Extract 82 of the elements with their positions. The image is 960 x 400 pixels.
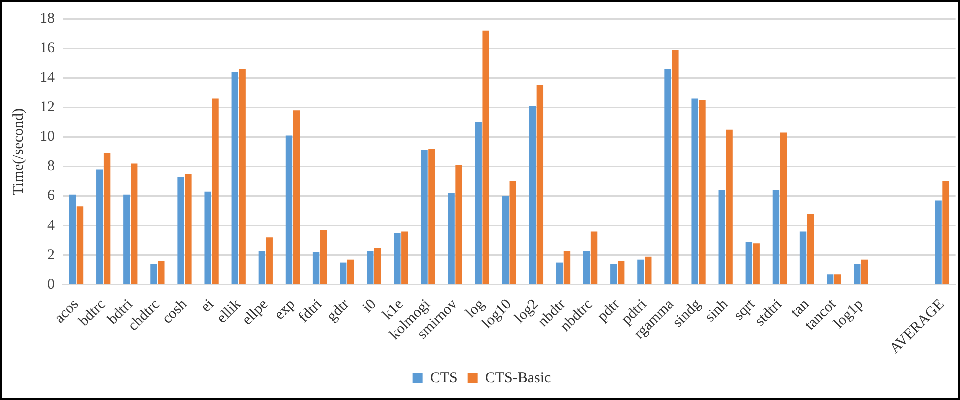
bar [510, 182, 516, 284]
bar [178, 177, 184, 284]
bar [421, 150, 428, 284]
bar [293, 110, 300, 284]
bar [618, 261, 625, 284]
bar [76, 206, 84, 284]
x-tick-label: gdtr [324, 296, 353, 326]
bar [456, 165, 462, 284]
bar [266, 238, 273, 284]
bar [718, 190, 726, 284]
y-tick-label: 10 [40, 129, 55, 146]
y-tick-label: 12 [40, 100, 55, 116]
bar [448, 193, 455, 284]
x-tick-label: i0 [360, 296, 380, 316]
bar [475, 122, 482, 284]
bar [854, 264, 861, 284]
bar [124, 194, 130, 284]
bar [374, 248, 382, 284]
bar [556, 262, 564, 284]
bar [536, 85, 544, 284]
bar [239, 69, 246, 284]
bar [131, 164, 138, 284]
bar [942, 182, 950, 284]
bar [312, 252, 320, 284]
bar [753, 244, 760, 284]
bar [158, 261, 165, 284]
bar [726, 130, 733, 284]
bar [861, 260, 868, 284]
bar [232, 72, 238, 284]
x-tick-label: exp [272, 296, 299, 324]
bar [772, 190, 780, 284]
y-tick-label: 8 [48, 158, 55, 175]
bar [780, 132, 788, 284]
bar [692, 98, 698, 284]
bar [583, 250, 590, 284]
bar [699, 100, 706, 284]
bar [807, 214, 814, 284]
bar [590, 232, 598, 284]
bar [367, 250, 374, 284]
bar [104, 153, 111, 284]
bar [502, 196, 510, 284]
bar [564, 250, 571, 284]
bar [150, 264, 158, 284]
bar [935, 200, 942, 284]
y-tick-label: 0 [48, 276, 55, 293]
bar [834, 274, 842, 284]
bar [826, 274, 834, 284]
bar [340, 262, 347, 284]
y-tick-label: 14 [40, 70, 56, 86]
legend-label: CTS-Basic [485, 370, 552, 386]
y-tick-label: 16 [40, 40, 56, 56]
y-tick-label: 18 [40, 10, 55, 27]
y-tick-label: 6 [48, 188, 56, 204]
x-tick-label: sinh [702, 296, 732, 326]
legend-label: CTS [430, 370, 458, 386]
bar [394, 233, 401, 284]
bar [664, 69, 672, 284]
bar [69, 194, 76, 284]
bar [638, 260, 644, 284]
bar [96, 170, 104, 284]
x-tick-label: pdtr [594, 296, 624, 326]
bar [645, 256, 652, 284]
bar [672, 50, 679, 284]
bar [610, 264, 618, 284]
x-tick-label: fdtri [296, 296, 326, 326]
y-tick-label: 2 [48, 247, 55, 264]
bar [286, 136, 293, 284]
y-tick-label: 4 [48, 218, 56, 234]
bar [212, 98, 219, 284]
bar [402, 232, 408, 284]
bar [347, 260, 354, 284]
bar [185, 174, 192, 284]
bar [204, 192, 212, 284]
x-tick-label: cosh [160, 296, 191, 328]
bar [258, 250, 266, 284]
bar [800, 232, 807, 284]
y-axis-title: Time(/second) [10, 108, 27, 196]
bar [746, 242, 753, 284]
bar [529, 106, 536, 284]
bar [320, 230, 328, 284]
bar [482, 30, 490, 284]
bar [428, 149, 436, 284]
